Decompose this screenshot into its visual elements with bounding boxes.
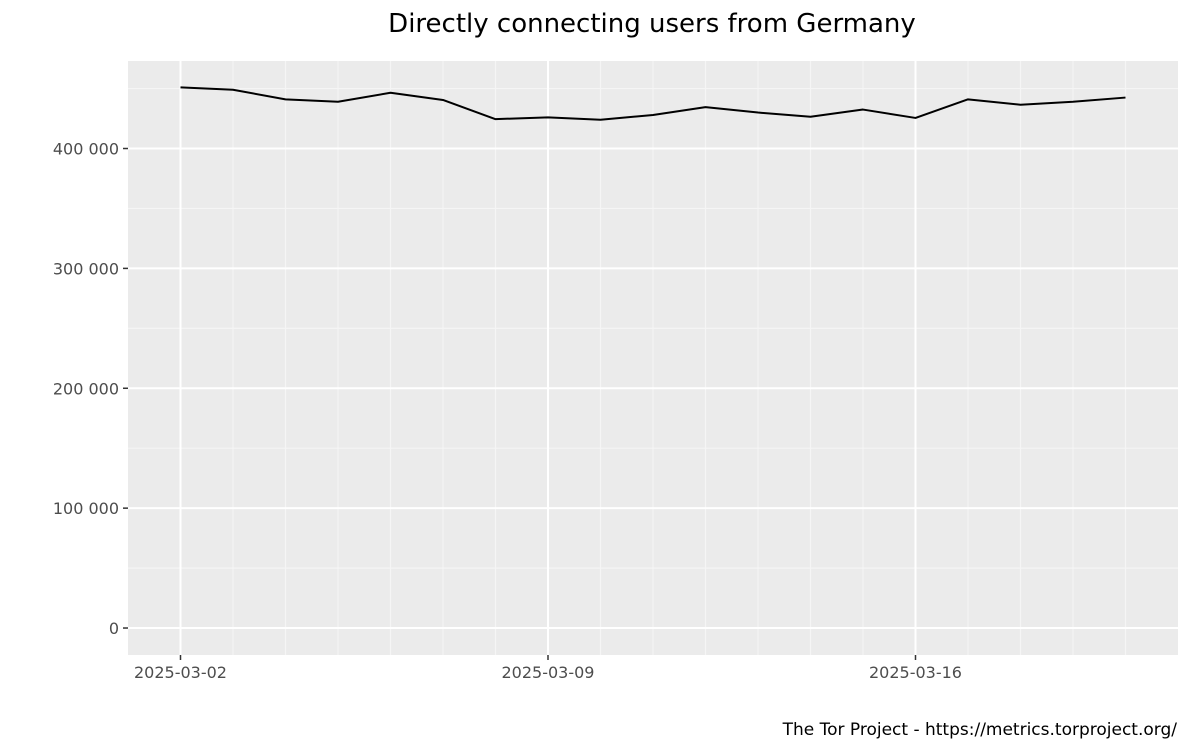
major-gridlines [128, 61, 1178, 655]
y-tick-label: 200 000 [53, 379, 119, 398]
y-tick-label: 400 000 [53, 140, 119, 159]
source-caption: The Tor Project - https://metrics.torpro… [782, 720, 1178, 740]
series-line-directly-connecting-users [180, 86, 1126, 121]
x-axis: 2025-03-02 2025-03-09 2025-03-16 [134, 655, 962, 682]
y-tick-label: 300 000 [53, 259, 119, 278]
x-tick-label: 2025-03-09 [502, 663, 595, 682]
chart-title: Directly connecting users from Germany [388, 9, 916, 39]
x-tick-label: 2025-03-02 [134, 663, 227, 682]
x-tick-label: 2025-03-16 [869, 663, 962, 682]
y-tick-label: 100 000 [53, 499, 119, 518]
y-tick-label: 0 [109, 619, 119, 638]
minor-gridlines [128, 61, 1178, 655]
y-axis: 0 100 000 200 000 300 000 400 000 [53, 140, 128, 638]
